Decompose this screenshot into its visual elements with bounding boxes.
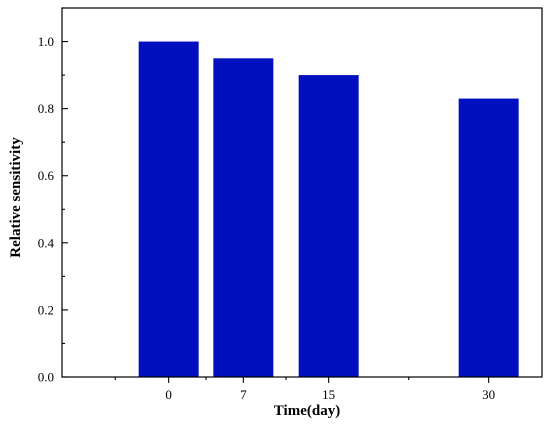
x-axis-title: Time(day) — [274, 403, 340, 419]
y-axis-title: Relative sensitivity — [8, 137, 24, 258]
bar-15 — [298, 75, 359, 377]
y-tick-label: 0.0 — [38, 370, 54, 385]
ticks-layer: 0.0 0.2 0.4 0.6 0.8 1.0 0 7 15 30 — [38, 7, 495, 402]
y-tick-label: 0.8 — [38, 101, 54, 116]
plot-frame — [61, 7, 543, 378]
bar-0 — [138, 41, 199, 377]
bars-layer — [138, 41, 519, 378]
y-tick-label: 1.0 — [38, 34, 54, 49]
x-tick-label: 7 — [240, 387, 247, 402]
bar-7 — [213, 58, 274, 378]
y-tick-label: 0.2 — [38, 302, 54, 317]
x-tick-label: 0 — [165, 387, 172, 402]
bar-30 — [458, 98, 519, 377]
x-tick-label: 15 — [322, 387, 335, 402]
x-tick-label: 30 — [482, 387, 495, 402]
y-tick-label: 0.4 — [38, 235, 55, 250]
y-tick-label: 0.6 — [38, 168, 55, 183]
